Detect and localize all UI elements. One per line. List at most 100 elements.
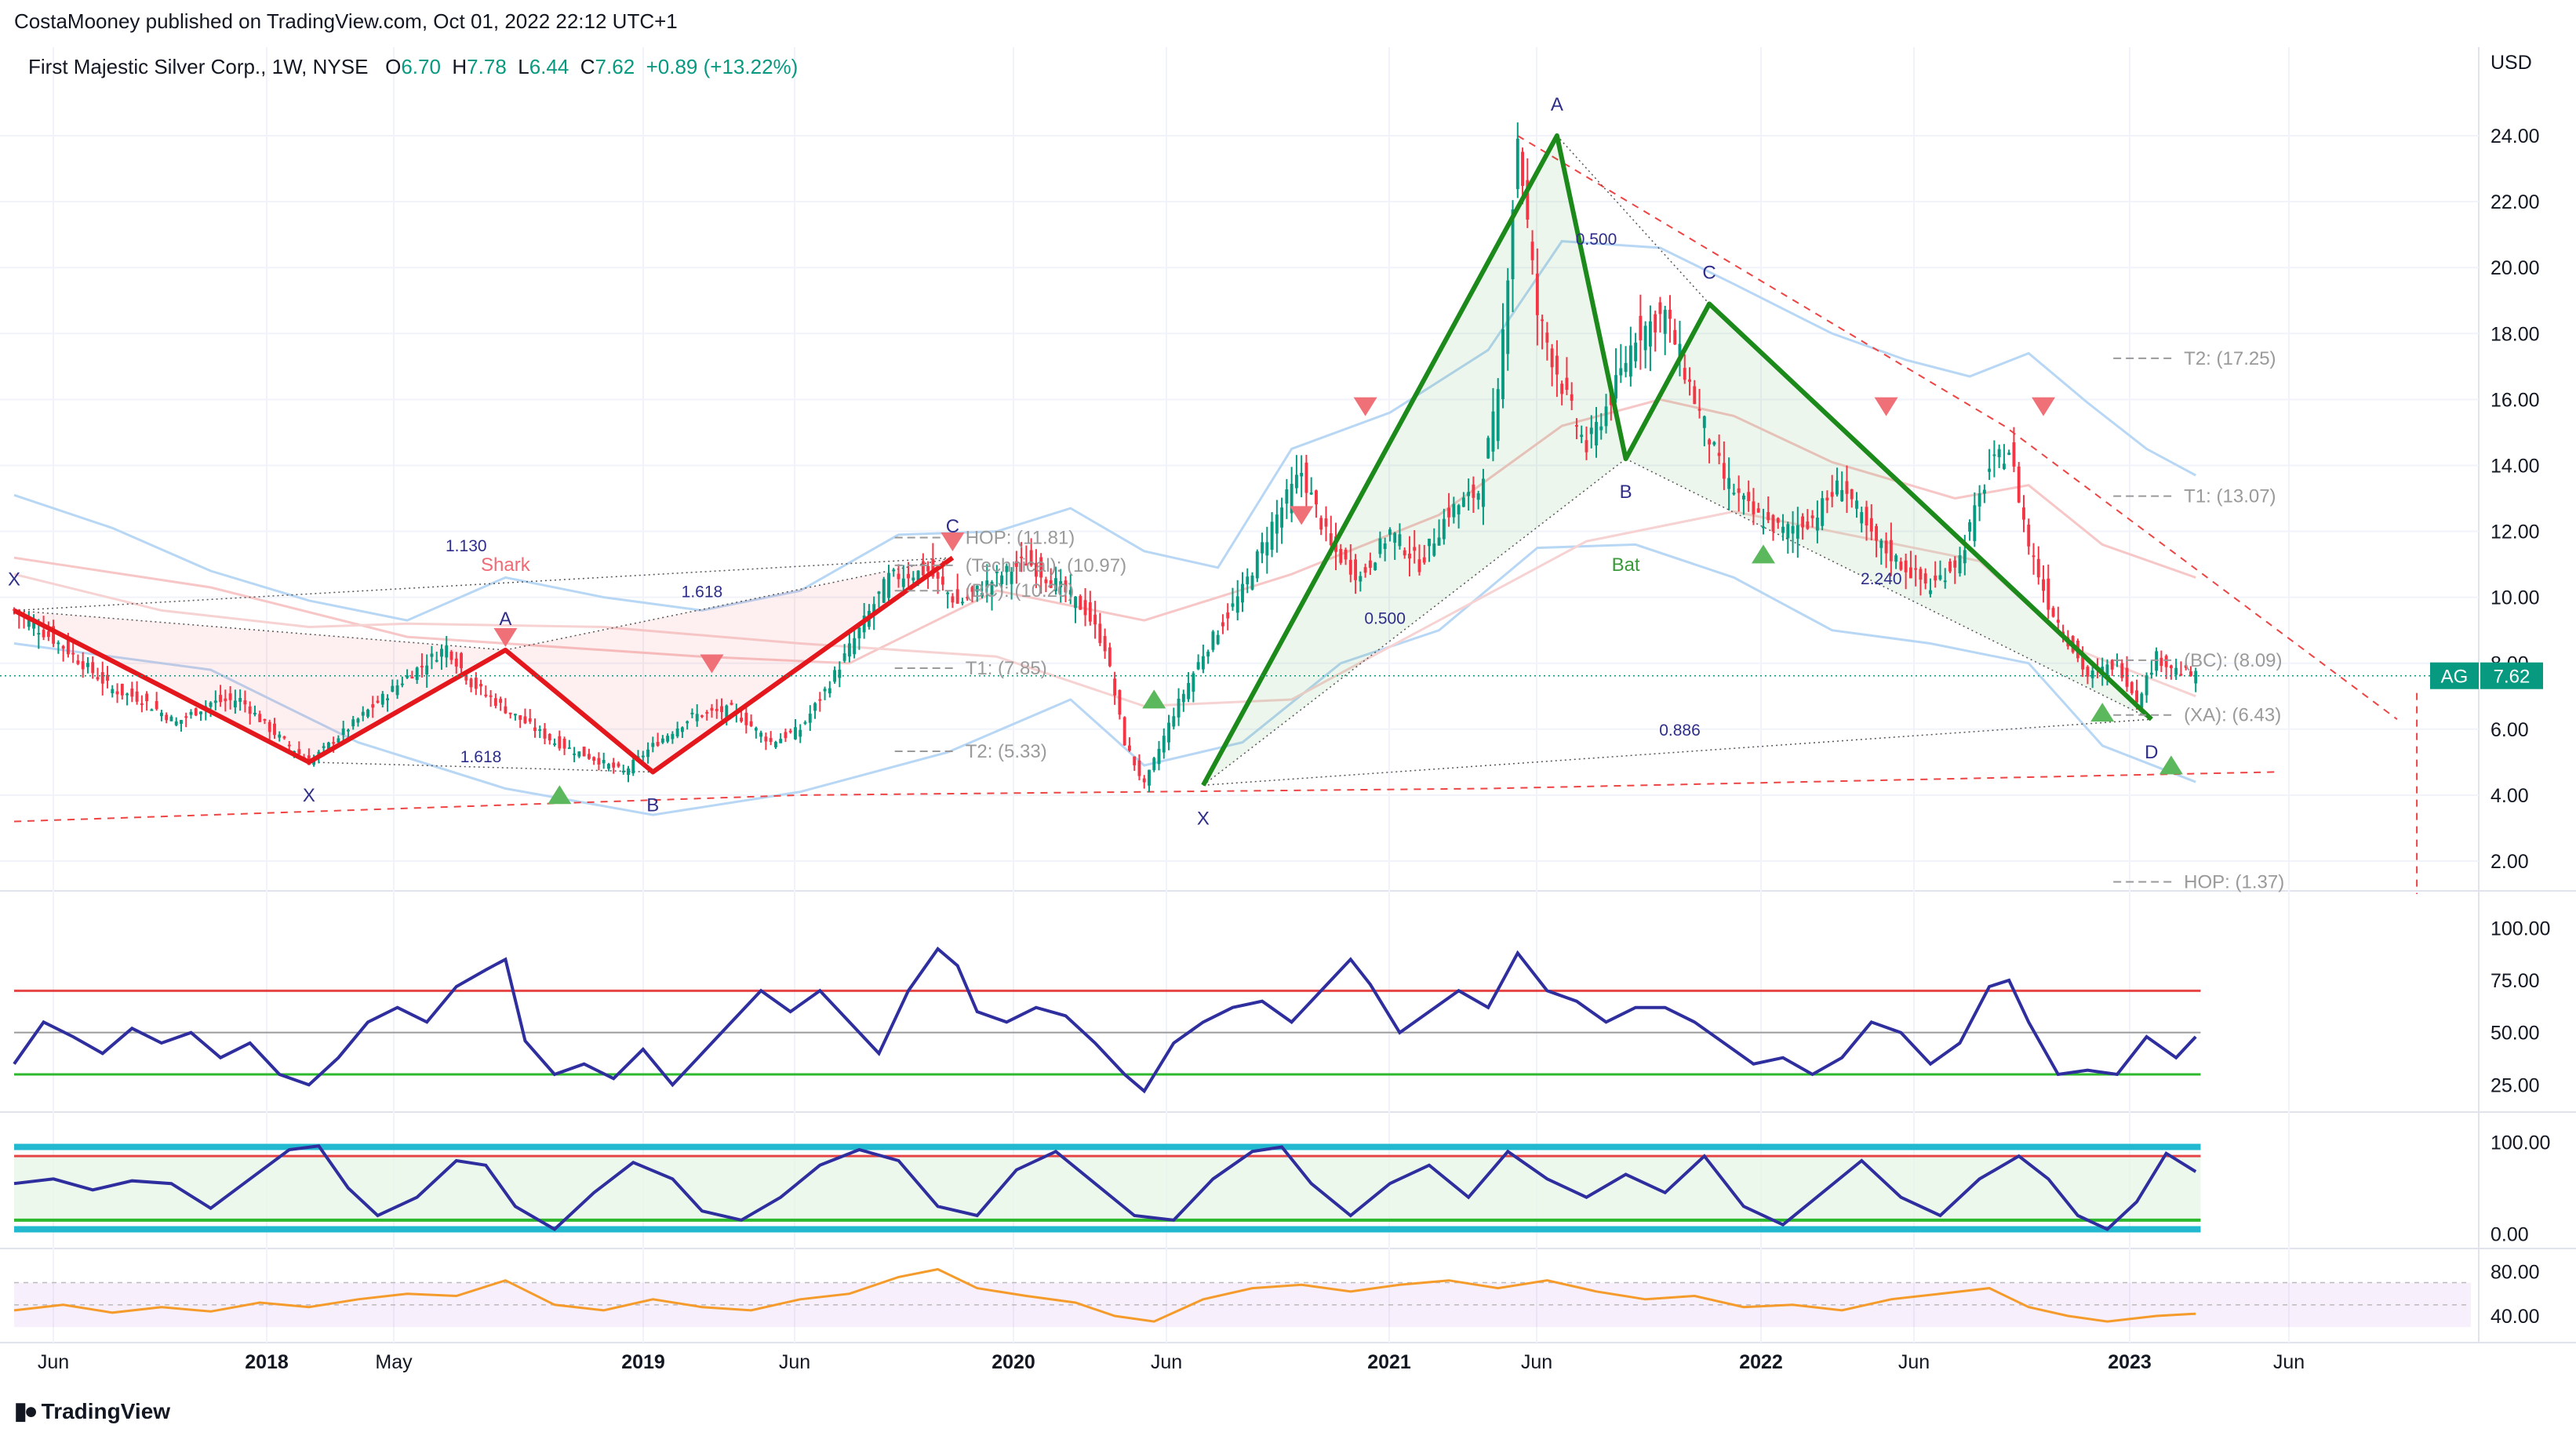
candle-body <box>1020 556 1024 558</box>
candle-body <box>1413 547 1417 551</box>
candle-body <box>1643 325 1647 351</box>
candle-body <box>1383 543 1387 549</box>
candle-body <box>857 627 861 638</box>
candle-body <box>1781 526 1785 533</box>
osc-y-tick-label: 40.00 <box>2490 1306 2540 1328</box>
candle-body <box>469 678 473 688</box>
candle-body <box>1152 758 1156 771</box>
published-header: CostaMooney published on TradingView.com… <box>14 9 678 33</box>
symbol-bar: First Majestic Silver Corp., 1W, NYSE O6… <box>28 55 798 79</box>
candle-body <box>371 703 375 708</box>
candle-body <box>725 705 729 719</box>
candle-body <box>297 749 301 754</box>
candle-body <box>243 700 247 705</box>
candle-body <box>1889 540 1893 562</box>
candle-body <box>1570 394 1574 401</box>
sell-signal-triangle <box>493 627 518 647</box>
candle-body <box>115 691 119 695</box>
candle-body <box>337 738 340 743</box>
candle-body <box>2145 675 2148 696</box>
x-tick-label: Jun <box>2273 1351 2305 1373</box>
stoch-y-tick-label: 100.00 <box>2490 1132 2550 1154</box>
candle-body <box>897 573 901 580</box>
candle-body <box>2140 693 2144 708</box>
candle-body <box>1515 138 1519 190</box>
candle-body <box>1093 614 1097 625</box>
candle-body <box>523 716 527 724</box>
candle-body <box>209 702 213 707</box>
target-level-label: T1: (7.85) <box>966 658 1047 679</box>
y-tick-label: 20.00 <box>2490 257 2540 279</box>
candle-body <box>1963 550 1967 564</box>
candle-body <box>2022 507 2025 520</box>
candle-body <box>1255 551 1259 579</box>
pattern-point-label: D <box>2145 742 2158 763</box>
candle-body <box>1064 580 1068 593</box>
sell-signal-triangle <box>1290 506 1314 525</box>
candle-body <box>1712 442 1716 445</box>
candle-body <box>1363 567 1367 573</box>
rsi-y-tick-label: 75.00 <box>2490 970 2540 992</box>
candle-body <box>808 714 812 723</box>
candle-body <box>690 712 694 714</box>
candle-body <box>970 587 974 592</box>
candle-body <box>2179 674 2183 676</box>
candle-body <box>91 662 95 674</box>
candle-body <box>1771 514 1775 532</box>
candle-body <box>779 739 783 743</box>
candle-body <box>159 712 163 717</box>
candle-body <box>263 718 267 721</box>
sell-signal-triangle <box>1353 397 1377 416</box>
candle-body <box>2164 656 2168 667</box>
candle-body <box>1953 560 1957 568</box>
candle-body <box>145 693 149 702</box>
candle-body <box>1388 529 1392 535</box>
candle-body <box>582 747 586 757</box>
candle-body <box>1486 438 1490 459</box>
candle-body <box>1988 468 1992 472</box>
candle-body <box>1201 656 1205 670</box>
candle-body <box>165 714 169 721</box>
candle-body <box>61 645 65 649</box>
candle-body <box>646 749 649 758</box>
candle-body <box>577 751 581 757</box>
pattern-ratio-label: 1.618 <box>682 583 723 602</box>
candle-body <box>332 742 336 744</box>
candle-body <box>1741 496 1745 500</box>
pattern-ratio-label: 1.618 <box>460 748 502 766</box>
candle-body <box>356 718 360 723</box>
candle-body <box>1585 440 1588 452</box>
candle-body <box>2017 466 2021 503</box>
pattern-point-label: B <box>1620 482 1632 503</box>
candle-body <box>52 626 56 644</box>
pattern-fill <box>14 610 506 762</box>
candle-body <box>1673 329 1677 345</box>
candle-body <box>1348 559 1352 575</box>
candle-body <box>1923 573 1927 583</box>
target-level-label: (XA): (6.43) <box>2184 705 2281 726</box>
candle-body <box>1422 557 1426 563</box>
x-tick-label: Jun <box>1151 1351 1182 1373</box>
candle-body <box>1943 580 1947 583</box>
candle-body <box>1702 416 1706 428</box>
candle-body <box>42 630 45 638</box>
candle-body <box>1628 345 1632 377</box>
x-tick-label: 2021 <box>1367 1351 1411 1373</box>
last-price-badge <box>2480 662 2543 689</box>
candle-body <box>1693 386 1697 405</box>
trend-dashed-lower <box>13 771 2275 823</box>
candle-body <box>567 747 571 750</box>
candle-body <box>479 684 483 687</box>
candle-body <box>1024 563 1028 566</box>
candle-body <box>1894 555 1898 562</box>
candle-body <box>1275 514 1279 534</box>
candle-body <box>391 685 395 692</box>
y-tick-label: 22.00 <box>2490 191 2540 213</box>
candle-body <box>838 669 842 678</box>
pattern-point-label: A <box>1551 94 1563 115</box>
candle-body <box>1919 569 1923 580</box>
candle-body <box>120 683 124 696</box>
tradingview-brand[interactable]: ▮● TradingView <box>14 1397 170 1425</box>
candle-body <box>769 738 773 743</box>
